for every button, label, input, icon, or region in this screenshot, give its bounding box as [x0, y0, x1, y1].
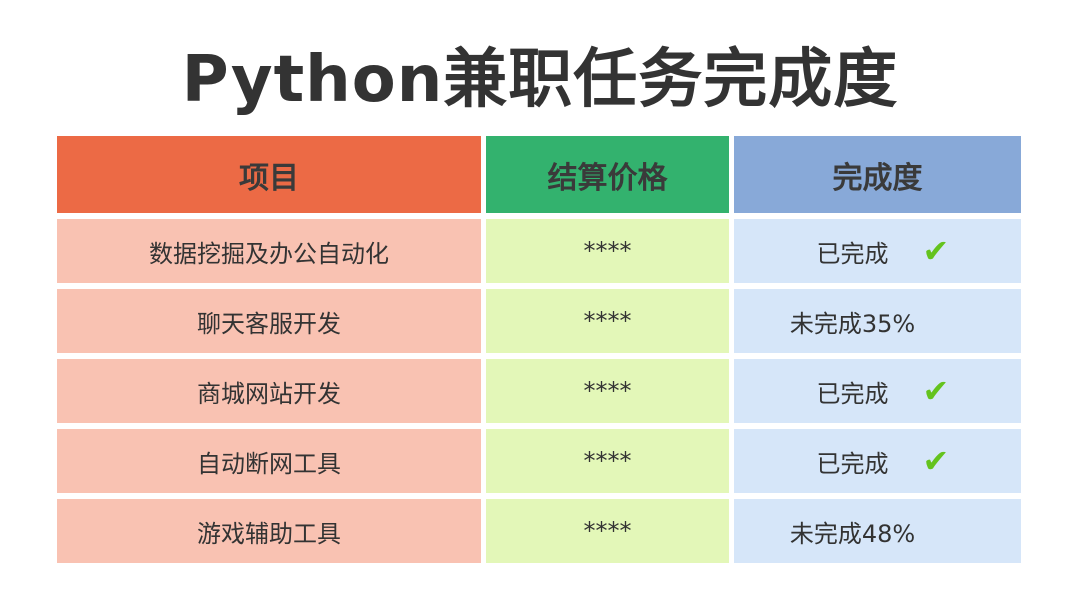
cell-status: 已完成 ✔	[734, 219, 1021, 283]
project-name: 游戏辅助工具	[197, 519, 341, 548]
status-text: 已完成	[816, 239, 889, 268]
cell-status: 已完成 ✔	[734, 429, 1021, 493]
status-text: 未完成35%	[789, 309, 916, 338]
cell-price: ****	[486, 429, 729, 493]
task-table: 项目 结算价格 完成度 数据挖掘及办公自动化 **** 已完成 ✔ 聊天客服开发 ****…	[57, 136, 1021, 563]
header-project: 项目	[57, 136, 481, 213]
status-text: 已完成	[816, 379, 889, 408]
price-value: ****	[583, 517, 632, 545]
page-title: Python兼职任务完成度	[181, 43, 899, 117]
cell-status: 未完成35%	[734, 289, 1021, 353]
cell-project: 商城网站开发	[57, 359, 481, 423]
check-icon: ✔	[922, 442, 950, 480]
check-icon: ✔	[922, 232, 950, 270]
price-value: ****	[583, 307, 632, 335]
cell-status: 已完成 ✔	[734, 359, 1021, 423]
check-icon: ✔	[922, 372, 950, 410]
cell-price: ****	[486, 499, 729, 563]
status-text: 已完成	[816, 449, 889, 478]
cell-project: 自动断网工具	[57, 429, 481, 493]
cell-project: 聊天客服开发	[57, 289, 481, 353]
cell-project: 游戏辅助工具	[57, 499, 481, 563]
price-value: ****	[583, 237, 632, 265]
project-name: 自动断网工具	[197, 449, 341, 478]
cell-price: ****	[486, 289, 729, 353]
cell-price: ****	[486, 219, 729, 283]
project-name: 聊天客服开发	[197, 309, 341, 338]
header-status: 完成度	[734, 136, 1021, 213]
price-value: ****	[583, 447, 632, 475]
cell-price: ****	[486, 359, 729, 423]
project-name: 商城网站开发	[197, 379, 341, 408]
project-name: 数据挖掘及办公自动化	[149, 239, 389, 268]
cell-status: 未完成48%	[734, 499, 1021, 563]
header-price: 结算价格	[486, 136, 729, 213]
cell-project: 数据挖掘及办公自动化	[57, 219, 481, 283]
status-text: 未完成48%	[789, 519, 916, 548]
price-value: ****	[583, 377, 632, 405]
